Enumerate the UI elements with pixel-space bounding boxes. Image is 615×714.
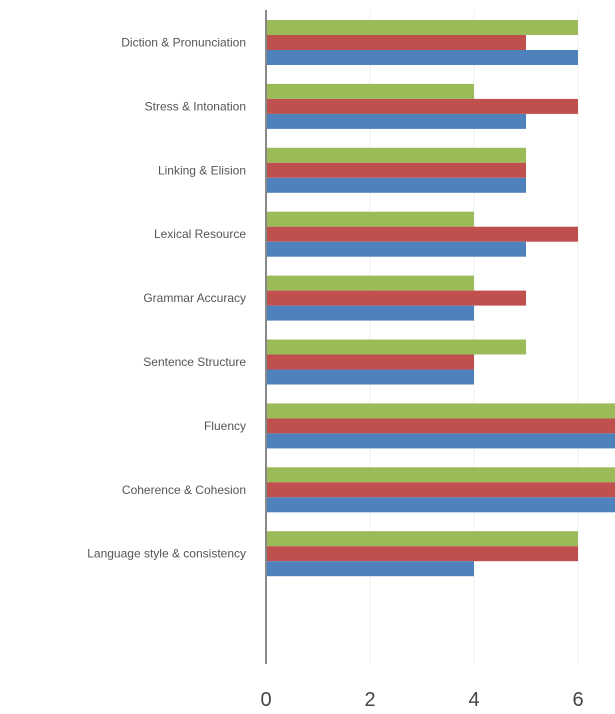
bar (266, 276, 474, 291)
bar (266, 482, 615, 497)
bar (266, 20, 578, 35)
bar (266, 531, 578, 546)
category-label: Fluency (204, 419, 246, 433)
category-label: Linking & Elision (158, 163, 246, 177)
bar (266, 418, 615, 433)
bar (266, 84, 474, 99)
bar (266, 340, 526, 355)
bar (266, 403, 615, 418)
category-label: Lexical Resource (154, 227, 246, 241)
bar (266, 242, 526, 257)
category-label: Coherence & Cohesion (122, 483, 246, 497)
bar (266, 370, 474, 385)
bar (266, 355, 474, 370)
bar (266, 546, 578, 561)
category-label: Language style & consistency (87, 547, 246, 561)
bar (266, 114, 526, 129)
category-label: Diction & Pronunciation (121, 36, 246, 50)
category-label: Sentence Structure (143, 355, 246, 369)
category-label: Stress & Intonation (145, 99, 246, 113)
bars-group (266, 20, 615, 576)
bar (266, 212, 474, 227)
bar (266, 467, 615, 482)
bar (266, 35, 526, 50)
bar (266, 148, 526, 163)
bar (266, 291, 526, 306)
bar (266, 50, 578, 65)
bar (266, 227, 578, 242)
category-label: Grammar Accuracy (143, 291, 246, 305)
bar (266, 433, 615, 448)
bar (266, 99, 578, 114)
category-labels: Diction & Pronunciation Stress & Intonati… (87, 36, 246, 561)
bar (266, 163, 526, 178)
bar (266, 561, 474, 576)
x-tick-label: 0 (260, 689, 271, 711)
bar (266, 306, 474, 321)
bar (266, 178, 526, 193)
x-tick-label: 4 (468, 689, 479, 711)
bar (266, 497, 615, 512)
x-tick-label: 2 (364, 689, 375, 711)
tick-labels: 0 2 4 6 (260, 689, 583, 711)
x-tick-label: 6 (572, 689, 583, 711)
